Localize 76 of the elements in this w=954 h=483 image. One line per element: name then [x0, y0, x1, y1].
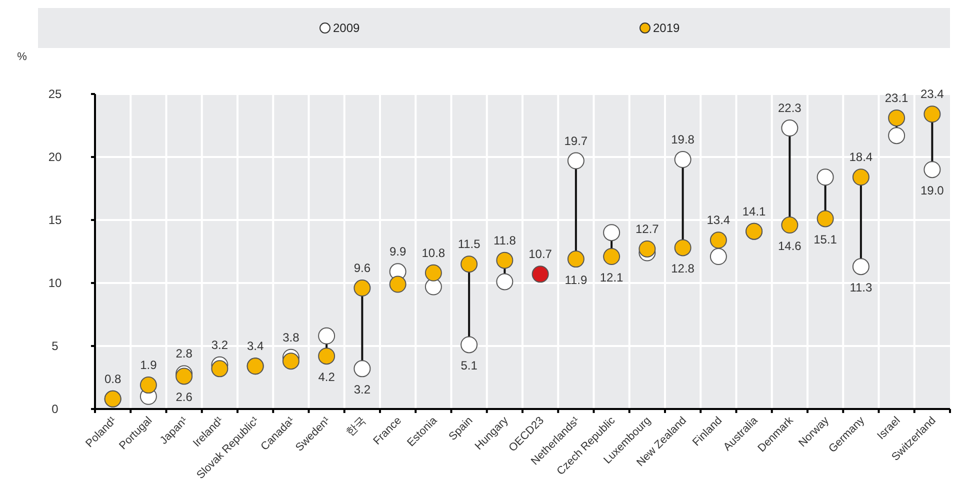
point [888, 127, 906, 144]
point [354, 360, 371, 378]
y-tick-label: 10 [48, 276, 62, 290]
point [424, 278, 442, 296]
point [852, 168, 870, 186]
point [852, 258, 870, 276]
point [710, 248, 727, 266]
point [567, 152, 584, 170]
legend-label: 2009 [333, 21, 360, 35]
data-label: 11.5 [458, 237, 481, 252]
point [460, 336, 478, 354]
point [460, 256, 478, 273]
data-label: 12.7 [636, 222, 660, 236]
data-label: 22.3 [778, 101, 802, 116]
data-label: 18.4 [849, 150, 873, 164]
point [354, 280, 371, 297]
point [674, 239, 692, 256]
data-label: 4.2 [318, 370, 336, 384]
data-label: 9.6 [354, 261, 371, 276]
point [389, 276, 406, 293]
data-label: 14.1 [742, 204, 766, 218]
data-label: 2.8 [176, 346, 193, 361]
point [282, 352, 300, 370]
point [603, 248, 620, 266]
point [710, 232, 727, 249]
point [816, 168, 834, 186]
data-label: 0.8 [104, 372, 122, 386]
data-label: 19.7 [564, 134, 588, 148]
y-tick-label: 20 [48, 150, 62, 164]
point [781, 120, 798, 137]
data-label: 23.1 [884, 90, 909, 105]
data-label: 3.4 [246, 339, 264, 354]
data-label: 12.1 [600, 270, 624, 285]
data-label: 2.6 [176, 390, 193, 404]
point [638, 240, 656, 258]
point [211, 360, 228, 378]
point [424, 264, 442, 282]
point [318, 327, 336, 344]
y-tick-label: 0 [52, 402, 59, 416]
data-label: 11.8 [493, 233, 516, 248]
data-label: 14.6 [778, 239, 802, 254]
point [924, 106, 941, 123]
y-axis-title: % [17, 51, 28, 63]
data-label: 10.7 [528, 247, 552, 262]
data-label: 9.9 [389, 244, 406, 259]
point [496, 252, 514, 269]
point [140, 376, 157, 394]
y-tick-label: 25 [48, 87, 62, 101]
point [318, 348, 336, 365]
point [532, 266, 549, 283]
data-label: 19.0 [920, 184, 944, 198]
point [496, 273, 514, 290]
x-tick-label: 한국 [344, 414, 368, 439]
data-label: 3.2 [211, 338, 228, 352]
y-tick-label: 15 [48, 213, 62, 227]
point [603, 224, 620, 242]
point [781, 216, 798, 234]
data-label: 10.8 [422, 246, 446, 260]
point [816, 210, 834, 228]
data-label: 15.1 [814, 232, 838, 247]
data-label: 19.8 [671, 132, 695, 147]
y-tick-label: 5 [52, 339, 59, 353]
data-label: 3.2 [354, 382, 371, 397]
data-label: 13.4 [706, 213, 730, 228]
data-label: 11.3 [850, 280, 872, 295]
point [567, 250, 584, 268]
legend-label: 2019 [653, 21, 680, 35]
data-label: 23.4 [920, 87, 944, 102]
data-label: 5.1 [460, 358, 478, 373]
point [888, 109, 906, 126]
point [674, 151, 692, 168]
data-label: 12.8 [671, 262, 695, 276]
point [924, 161, 941, 178]
data-label: 3.8 [282, 330, 300, 344]
data-label: 11.9 [564, 273, 588, 288]
data-label: 1.9 [140, 358, 158, 372]
